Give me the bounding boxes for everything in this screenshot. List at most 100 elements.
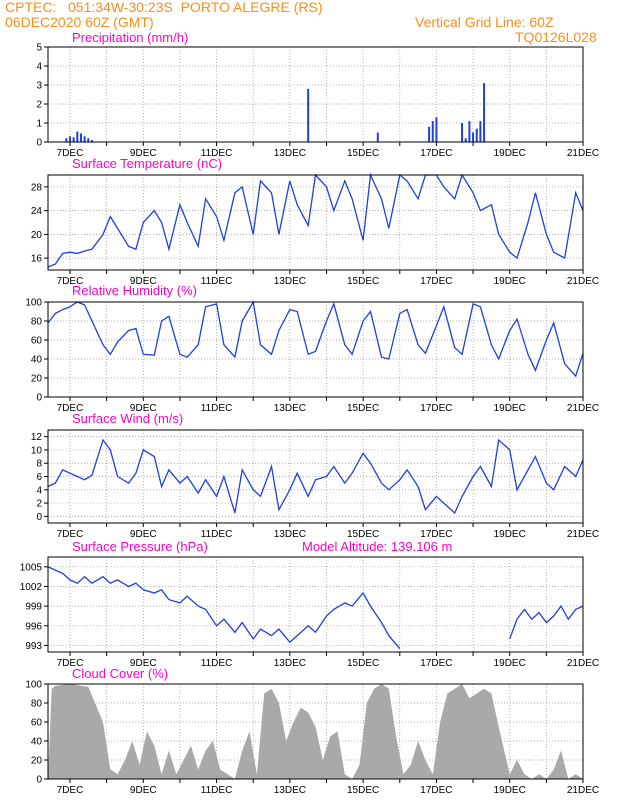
cloud-xtick-label: 15DEC xyxy=(347,785,379,796)
panel-title-wind: Surface Wind (m/s) xyxy=(72,411,184,426)
humidity-xtick-label: 7DEC xyxy=(57,403,84,414)
panel-title-temperature: Surface Temperature (nC) xyxy=(72,156,223,171)
precip-ytick-label: 0 xyxy=(36,138,42,149)
humidity-ytick-label: 100 xyxy=(25,298,42,309)
precip-bar xyxy=(90,140,93,142)
cloud-ytick-label: 100 xyxy=(25,680,42,691)
humidity-xtick-label: 19DEC xyxy=(494,403,526,414)
humidity-xtick-label: 15DEC xyxy=(347,403,379,414)
pressure-frame xyxy=(47,556,584,653)
precip-ytick-label: 1 xyxy=(36,119,42,130)
humidity-ytick-label: 60 xyxy=(31,336,43,347)
panel-title-cloud-cover: Cloud Cover (%) xyxy=(72,666,169,681)
precip-ytick-label: 2 xyxy=(36,100,42,111)
cloud-ytick-label: 40 xyxy=(31,737,43,748)
temp-xtick-label: 15DEC xyxy=(347,276,379,287)
humidity-ytick-label: 80 xyxy=(31,317,43,328)
header-run: 06DEC2020 60Z (GMT) xyxy=(5,14,154,30)
precip-bar xyxy=(475,128,478,142)
panel-title-precipitation: Precipitation (mm/h) xyxy=(72,30,189,45)
cloud-xtick-label: 13DEC xyxy=(274,785,306,796)
wind-xtick-label: 21DEC xyxy=(567,529,599,540)
precip-bar xyxy=(76,131,79,142)
header-model: TQ0126L028 xyxy=(515,29,597,45)
header-coords: 051:34W-30:23S xyxy=(68,0,173,15)
wind-ytick-label: 12 xyxy=(31,432,43,443)
cloud-frame xyxy=(47,683,584,780)
humidity-ytick-label: 40 xyxy=(31,355,43,366)
header-source: CPTEC: xyxy=(5,0,57,15)
precip-xtick-label: 17DEC xyxy=(420,148,452,159)
temp-xtick-label: 17DEC xyxy=(420,276,452,287)
pressure-ytick-label: 1005 xyxy=(20,562,43,573)
pressure-model-altitude: Model Altitude: 139.106 m xyxy=(302,539,453,554)
pressure-ytick-label: 996 xyxy=(25,621,42,632)
precip-bar xyxy=(464,138,467,142)
pressure-xtick-label: 19DEC xyxy=(494,658,526,669)
cloud-ytick-label: 60 xyxy=(31,718,43,729)
precip-xtick-label: 7DEC xyxy=(57,148,84,159)
temp-series-line xyxy=(47,172,584,268)
cloud-ytick-label: 80 xyxy=(31,699,43,710)
precip-bar xyxy=(83,136,86,142)
wind-series-line xyxy=(47,438,584,515)
temp-xtick-label: 11DEC xyxy=(201,276,233,287)
temp-ytick-label: 24 xyxy=(31,206,43,217)
precip-ytick-label: 4 xyxy=(36,62,42,73)
precip-bar xyxy=(68,136,71,142)
precip-bar xyxy=(461,123,464,142)
cloud-ytick-label: 0 xyxy=(36,775,42,786)
pressure-ytick-label: 999 xyxy=(25,602,42,613)
precip-bar xyxy=(307,88,310,142)
wind-xtick-label: 11DEC xyxy=(201,529,233,540)
humidity-xtick-label: 11DEC xyxy=(201,403,233,414)
wind-xtick-label: 13DEC xyxy=(274,529,306,540)
pressure-series-line xyxy=(47,566,401,650)
pressure-xtick-label: 9DEC xyxy=(130,658,157,669)
precip-bar xyxy=(479,121,482,142)
wind-xtick-label: 9DEC xyxy=(130,529,157,540)
temp-xtick-label: 9DEC xyxy=(130,276,157,287)
precip-bar xyxy=(435,117,438,142)
wind-xtick-label: 19DEC xyxy=(494,529,526,540)
pressure-xtick-label: 17DEC xyxy=(420,658,452,669)
wind-xtick-label: 17DEC xyxy=(420,529,452,540)
cloud-xtick-label: 11DEC xyxy=(201,785,233,796)
cloud-xtick-label: 17DEC xyxy=(420,785,452,796)
precip-bar xyxy=(428,126,431,142)
precip-ytick-label: 3 xyxy=(36,81,42,92)
pressure-ytick-label: 993 xyxy=(25,641,42,652)
pressure-series-line xyxy=(509,604,584,640)
precip-frame xyxy=(47,46,584,143)
humidity-xtick-label: 21DEC xyxy=(567,403,599,414)
precip-bar xyxy=(468,121,471,142)
precip-xtick-label: 13DEC xyxy=(274,148,306,159)
temp-ytick-label: 16 xyxy=(31,254,43,265)
cloud-ytick-label: 20 xyxy=(31,756,43,767)
precip-bar xyxy=(431,121,434,142)
cloud-area xyxy=(48,684,583,779)
temp-ytick-label: 28 xyxy=(31,182,43,193)
temp-ytick-label: 20 xyxy=(31,230,43,241)
wind-ytick-label: 10 xyxy=(31,445,43,456)
precip-xtick-label: 15DEC xyxy=(347,148,379,159)
precip-xtick-label: 21DEC xyxy=(567,148,599,159)
wind-ytick-label: 8 xyxy=(36,459,42,470)
wind-ytick-label: 4 xyxy=(36,485,42,496)
header-location: PORTO ALEGRE (RS) xyxy=(180,0,323,15)
pressure-xtick-label: 13DEC xyxy=(274,658,306,669)
precip-bar xyxy=(483,83,486,142)
wind-ytick-label: 6 xyxy=(36,472,42,483)
precip-bar xyxy=(79,133,82,142)
humidity-frame xyxy=(47,301,584,398)
panel-title-humidity: Relative Humidity (%) xyxy=(72,283,197,298)
humidity-ytick-label: 20 xyxy=(31,374,43,385)
precip-bar xyxy=(72,137,75,142)
pressure-xtick-label: 11DEC xyxy=(201,658,233,669)
wind-xtick-label: 15DEC xyxy=(347,529,379,540)
header-grid-note: Vertical Grid Line: 60Z xyxy=(415,14,554,30)
humidity-xtick-label: 9DEC xyxy=(130,403,157,414)
precip-bar xyxy=(65,138,68,142)
precip-ytick-label: 5 xyxy=(36,43,42,54)
